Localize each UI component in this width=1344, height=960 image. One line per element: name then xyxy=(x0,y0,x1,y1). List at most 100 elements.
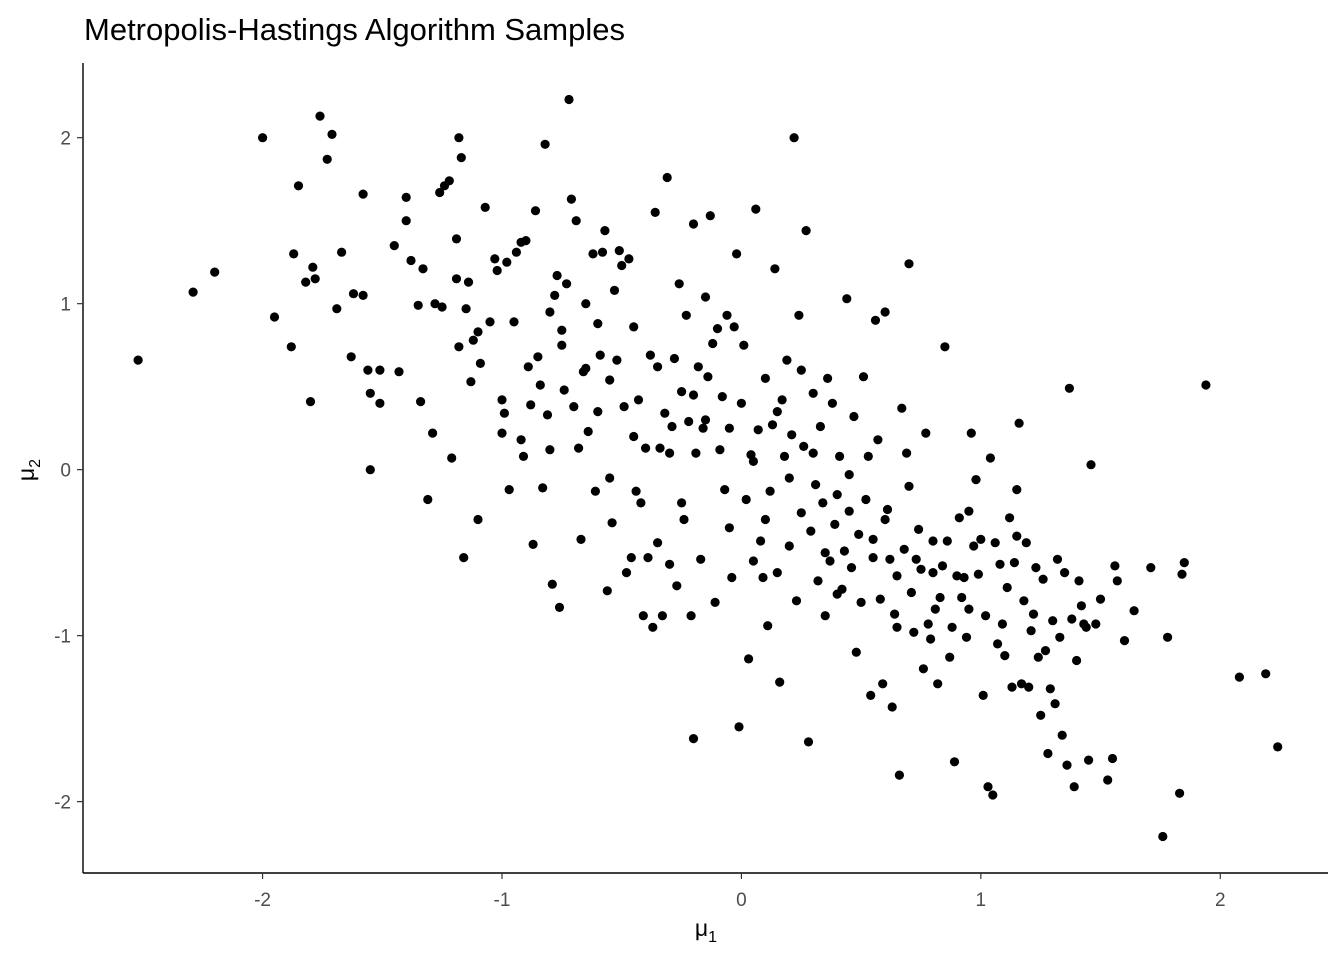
scatter-point xyxy=(1052,554,1063,564)
scatter-point xyxy=(540,139,550,149)
scatter-point xyxy=(1163,632,1173,642)
scatter-point xyxy=(310,274,320,284)
scatter-point xyxy=(550,290,560,300)
scatter-point xyxy=(188,287,198,297)
scatter-point xyxy=(966,428,976,438)
scatter-point xyxy=(916,564,926,574)
scatter-point xyxy=(1119,636,1130,646)
scatter-point xyxy=(1038,574,1048,584)
scatter-point xyxy=(557,340,567,350)
scatter-point xyxy=(327,129,337,139)
scatter-point xyxy=(1112,576,1122,586)
scatter-point xyxy=(760,514,771,525)
scatter-point xyxy=(1036,710,1046,720)
scatter-point xyxy=(890,609,900,619)
scatter-point xyxy=(832,490,842,500)
scatter-point xyxy=(844,470,854,480)
scatter-point xyxy=(997,619,1008,629)
scatter-point xyxy=(423,494,433,505)
scatter-point xyxy=(885,554,895,564)
scatter-point xyxy=(523,362,533,372)
scatter-point xyxy=(861,494,871,505)
scatter-point xyxy=(827,398,838,408)
scatter-point xyxy=(806,526,816,536)
scatter-point xyxy=(315,111,325,121)
scatter-point xyxy=(593,407,603,417)
scatter-point xyxy=(911,554,921,564)
scatter-point xyxy=(830,519,840,530)
scatter-point xyxy=(365,388,375,398)
scatter-point xyxy=(269,312,280,322)
points-layer xyxy=(133,94,1283,842)
scatter-point xyxy=(413,300,423,310)
scatter-point xyxy=(866,690,876,701)
scatter-point xyxy=(394,367,404,377)
scatter-point xyxy=(358,290,368,300)
scatter-point xyxy=(964,604,974,614)
scatter-point xyxy=(332,304,342,314)
scatter-point xyxy=(530,206,541,216)
scatter-point xyxy=(1012,531,1022,541)
scatter-point xyxy=(554,602,565,613)
y-axis-ticks: -2 -1 0 1 2 xyxy=(54,129,83,814)
scatter-point xyxy=(789,133,799,143)
scatter-point xyxy=(1007,682,1017,692)
scatter-point xyxy=(1273,742,1283,752)
scatter-point xyxy=(562,279,572,289)
scatter-point xyxy=(717,392,727,402)
scatter-point xyxy=(868,534,878,545)
scatter-point xyxy=(581,299,591,309)
scatter-point xyxy=(696,554,706,564)
scatter-point xyxy=(559,385,569,395)
scatter-point xyxy=(210,267,220,277)
scatter-point xyxy=(1021,538,1031,548)
scatter-point xyxy=(1055,632,1065,642)
scatter-point xyxy=(600,226,610,236)
scatter-point xyxy=(626,553,636,563)
scatter-point xyxy=(593,319,603,329)
scatter-point xyxy=(875,594,885,604)
x-tick-label: 1 xyxy=(976,890,987,911)
scatter-point xyxy=(688,734,699,744)
scatter-point xyxy=(873,435,883,445)
scatter-point xyxy=(526,400,536,410)
scatter-point xyxy=(724,523,735,533)
scatter-point xyxy=(416,397,426,407)
scatter-point xyxy=(542,410,553,420)
scatter-point xyxy=(710,597,720,608)
scatter-point xyxy=(909,627,919,637)
scatter-point xyxy=(305,397,316,407)
scatter-point xyxy=(748,456,759,466)
scatter-point xyxy=(784,541,794,551)
y-tick-label: -2 xyxy=(54,793,71,814)
scatter-point xyxy=(753,425,763,435)
scatter-point xyxy=(566,194,577,204)
scatter-point xyxy=(712,324,723,334)
scatter-point xyxy=(571,216,581,226)
scatter-point xyxy=(1107,753,1118,764)
scatter-point xyxy=(902,448,912,458)
scatter-point xyxy=(401,216,411,226)
scatter-point xyxy=(727,572,737,583)
scatter-point xyxy=(451,274,462,284)
scatter-point xyxy=(365,465,375,475)
scatter-point xyxy=(957,592,967,603)
scatter-point xyxy=(641,443,651,453)
scatter-point xyxy=(1074,576,1084,586)
scatter-point xyxy=(677,498,687,508)
scatter-point xyxy=(348,289,359,299)
scatter-point xyxy=(990,538,1000,548)
scatter-point xyxy=(451,234,462,244)
scatter-point xyxy=(401,192,411,202)
scatter-point xyxy=(662,172,672,183)
scatter-point xyxy=(1033,652,1043,662)
scatter-point xyxy=(734,722,744,732)
scatter-point xyxy=(1084,755,1094,765)
scatter-point xyxy=(808,448,818,458)
scatter-point xyxy=(504,485,514,495)
scatter-point xyxy=(868,553,878,563)
scatter-point xyxy=(1146,563,1156,573)
scatter-point xyxy=(784,473,794,483)
scatter-point xyxy=(973,569,984,579)
